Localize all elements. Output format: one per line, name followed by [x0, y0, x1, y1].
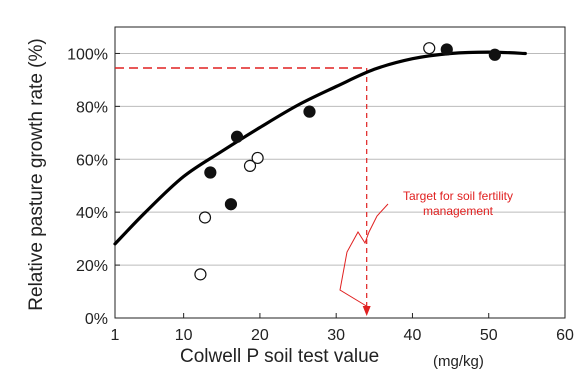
annotation-pointer: [339, 203, 389, 309]
x-tick-label: 20: [251, 327, 269, 344]
axis-ticks: 0% 20% 40% 60% 80% 100% 1 10 20 30 40 50 60: [67, 46, 574, 344]
plot-area-frame: [114, 26, 566, 319]
annotation-line: Target for soil fertility: [403, 189, 513, 203]
filled-data-point: [488, 48, 501, 61]
y-tick-label: 0%: [85, 311, 108, 328]
gridlines: [115, 52, 565, 266]
x-tick-label: 50: [480, 327, 498, 344]
open-data-point: [251, 151, 264, 165]
y-tick-label: 100%: [67, 46, 108, 63]
annotation-line: management: [423, 204, 494, 218]
y-tick-label: 60%: [76, 152, 108, 169]
open-data-point: [198, 211, 212, 224]
target-guide-lines: [115, 67, 371, 316]
target-arrowhead: [362, 306, 371, 316]
x-axis-unit: (mg/kg): [433, 353, 484, 370]
axis-labels: Colwell P soil test value (mg/kg) Relati…: [26, 38, 484, 370]
x-tick-label: 30: [327, 327, 345, 344]
y-axis-title: Relative pasture growth rate (%): [26, 38, 47, 310]
filled-data-point: [224, 198, 238, 211]
data-points: [194, 42, 501, 281]
filled-data-point: [204, 166, 217, 179]
open-data-point: [423, 42, 436, 55]
x-tick-label: 10: [175, 327, 193, 344]
filled-data-point: [440, 43, 453, 56]
fitted-curve-line: [113, 50, 527, 246]
filled-data-point: [230, 130, 244, 143]
filled-data-point: [303, 105, 316, 118]
x-tick-label: 60: [556, 327, 574, 344]
x-tick-label: 40: [404, 327, 422, 344]
x-tick-label: 1: [111, 327, 120, 344]
y-tick-label: 80%: [76, 99, 108, 116]
x-axis-title: Colwell P soil test value: [180, 346, 379, 367]
y-tick-label: 40%: [76, 205, 108, 222]
open-data-point: [243, 159, 257, 172]
fitted-curve: [113, 50, 527, 246]
y-tick-label: 20%: [76, 258, 108, 275]
open-data-point: [194, 268, 207, 281]
